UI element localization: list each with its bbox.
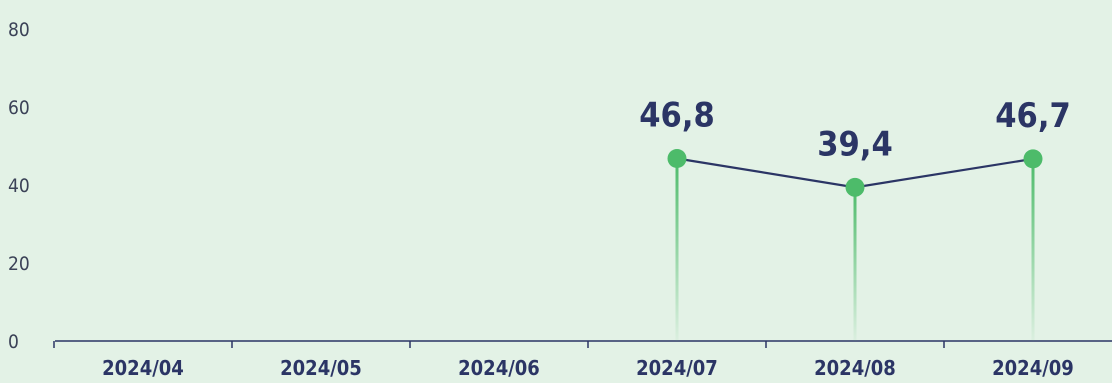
y-tick-label: 0: [8, 331, 19, 353]
x-tick-label: 2024/04: [102, 356, 184, 380]
data-point: [667, 148, 687, 168]
x-tick-label: 2024/07: [636, 356, 718, 380]
y-tick-label: 60: [8, 97, 30, 119]
markers: [667, 148, 1043, 197]
data-label: 46,8: [639, 95, 714, 135]
stem-line: [1031, 158, 1035, 341]
data-point: [1023, 149, 1043, 169]
stem-line: [675, 158, 679, 341]
data-labels: 46,8 39,4 46,7: [639, 95, 1070, 164]
stems: [675, 158, 1035, 341]
x-tick-label: 2024/09: [992, 356, 1074, 380]
stem-line: [853, 187, 857, 341]
x-tick-label: 2024/08: [814, 356, 896, 380]
y-tick-label: 40: [8, 175, 30, 197]
x-tick-label: 2024/06: [458, 356, 540, 380]
data-point: [845, 177, 865, 197]
data-label: 39,4: [817, 124, 892, 164]
y-tick-label: 80: [8, 19, 30, 41]
x-tick-label: 2024/05: [280, 356, 362, 380]
x-axis: 2024/04 2024/05 2024/06 2024/07 2024/08 2024/…: [53, 340, 1112, 380]
y-axis: 0 20 40 60 80: [8, 19, 30, 353]
y-tick-label: 20: [8, 253, 30, 275]
data-label: 46,7: [995, 96, 1070, 136]
